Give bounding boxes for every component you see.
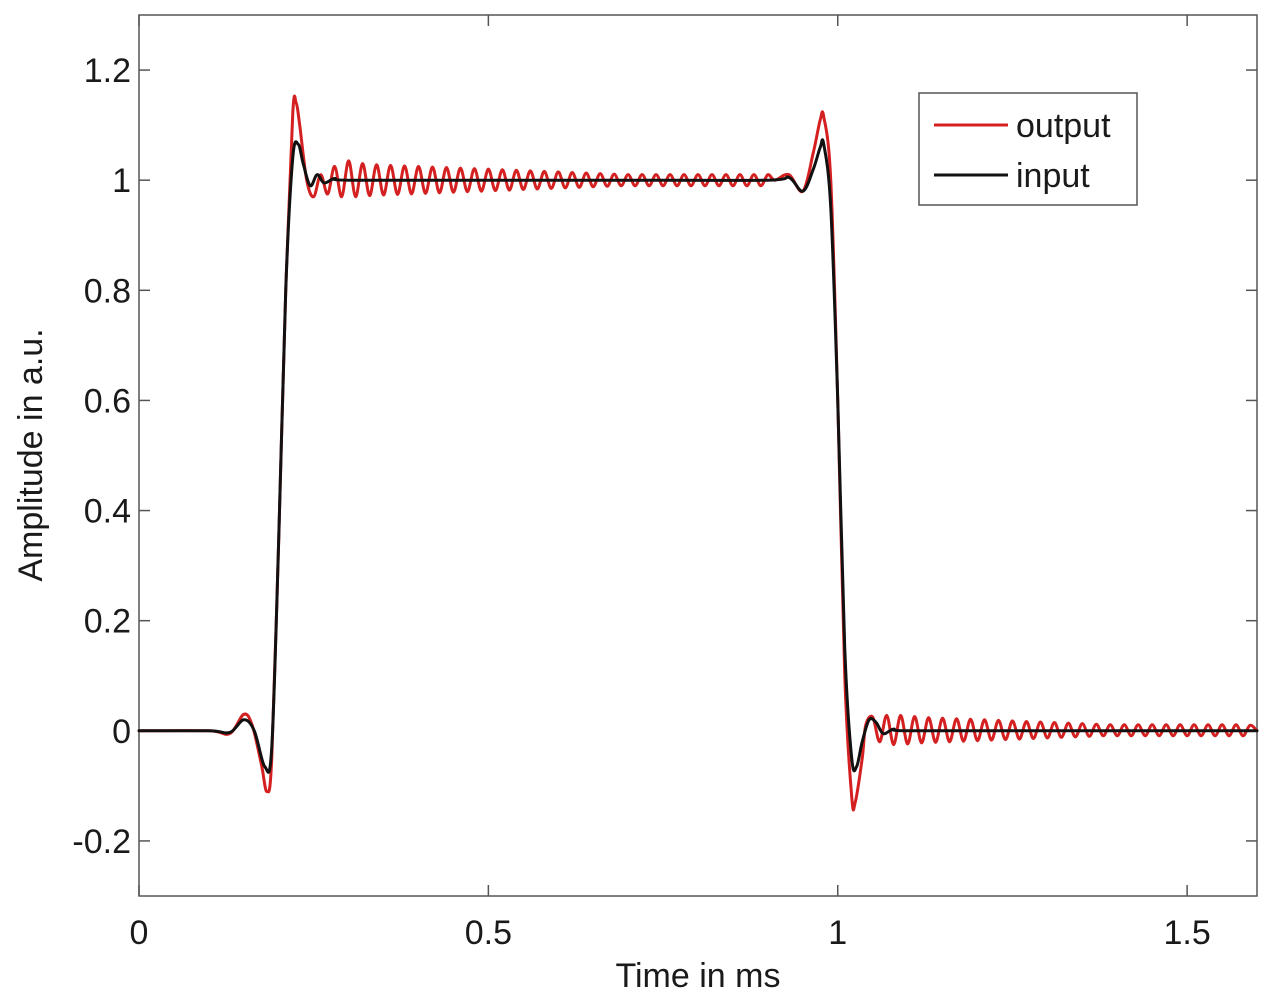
y-axis-label: Amplitude in a.u. (12, 328, 50, 581)
series-line-input (137, 138, 1259, 774)
x-tick-label: 0.5 (465, 914, 512, 952)
x-axis-label: Time in ms (616, 957, 781, 995)
y-tick-label: -0.2 (72, 823, 131, 861)
series-line-output (137, 94, 1259, 812)
series-lines (137, 94, 1259, 812)
y-tick-label: 0.4 (84, 493, 131, 531)
x-tick-labels: 0 0.5 1 1.5 (130, 914, 1211, 952)
y-tick-labels: -0.2 0 0.2 0.4 0.6 0.8 1 1.2 (72, 52, 131, 861)
y-tick-label: 0.6 (84, 382, 131, 420)
x-tick-label: 0 (130, 914, 149, 952)
y-tick-label: 0.8 (84, 272, 131, 310)
y-tick-label: 0.2 (84, 603, 131, 641)
y-tick-label: 1 (112, 162, 131, 200)
legend-label-output: output (1016, 107, 1111, 145)
x-tick-label: 1 (828, 914, 847, 952)
legend-box (918, 92, 1138, 206)
y-tick-label: 1.2 (84, 52, 131, 90)
legend-label-input: input (1016, 157, 1090, 195)
y-tick-label: 0 (112, 713, 131, 751)
legend: output input (918, 92, 1138, 206)
x-tick-label: 1.5 (1163, 914, 1210, 952)
